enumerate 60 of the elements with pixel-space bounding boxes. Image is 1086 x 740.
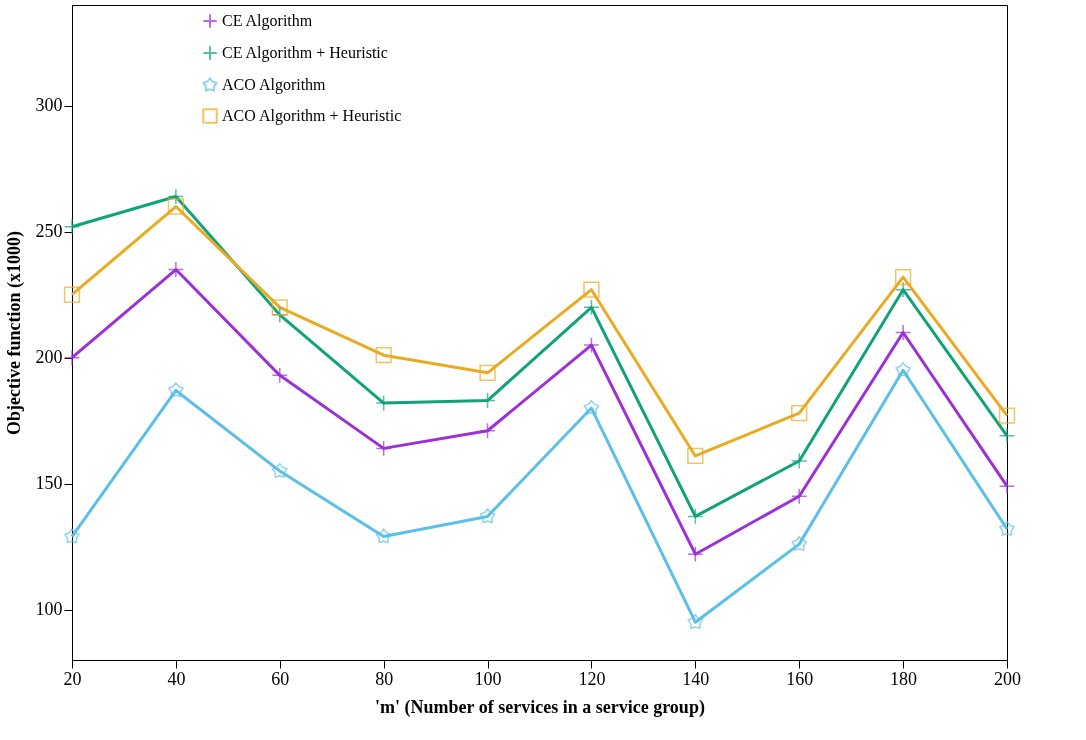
- y-tick-label: 300: [35, 95, 63, 116]
- point: [791, 488, 808, 505]
- point: [687, 546, 704, 563]
- point: [894, 268, 912, 286]
- x-tick-label: 20: [63, 668, 82, 689]
- point: [63, 286, 81, 303]
- x-tick-label: 200: [994, 668, 1021, 689]
- point: [479, 508, 496, 524]
- point: [999, 520, 1015, 536]
- point: [791, 404, 808, 422]
- point: [894, 324, 912, 341]
- y-tick-label: 250: [35, 221, 63, 242]
- point: [998, 427, 1016, 444]
- point: [894, 281, 912, 298]
- point: [687, 508, 704, 525]
- point: [479, 392, 496, 409]
- point: [791, 535, 808, 551]
- point: [687, 614, 704, 629]
- y-tick-label: 100: [35, 599, 63, 620]
- point: [479, 364, 496, 381]
- x-tick-label: 160: [786, 668, 814, 689]
- legend-label: CE Algorithm: [222, 12, 313, 30]
- legend-label: ACO Algorithm + Heuristic: [222, 107, 402, 125]
- point: [271, 462, 288, 478]
- point: [271, 367, 288, 384]
- x-tick-label: 180: [890, 668, 918, 689]
- point: [167, 188, 185, 205]
- point: [168, 382, 184, 398]
- point: [271, 306, 288, 324]
- x-tick-label: 120: [578, 668, 606, 689]
- point: [895, 362, 911, 378]
- point: [479, 422, 496, 439]
- point: [64, 528, 80, 544]
- point: [998, 478, 1016, 495]
- legend-label: CE Algorithm + Heuristic: [222, 44, 388, 62]
- point: [167, 261, 185, 278]
- x-tick-label: 40: [167, 668, 186, 689]
- point: [375, 528, 392, 544]
- point: [583, 299, 600, 316]
- x-tick-label: 100: [474, 668, 502, 689]
- y-tick-label: 150: [35, 473, 63, 494]
- x-tick-label: 140: [682, 668, 710, 689]
- point: [791, 452, 808, 470]
- x-tick-label: 80: [375, 668, 394, 689]
- x-axis-title: 'm' (Number of services in a service group): [375, 696, 705, 718]
- point: [583, 281, 600, 298]
- point: [271, 299, 288, 316]
- point: [998, 407, 1016, 424]
- point: [375, 347, 392, 364]
- point: [583, 336, 600, 354]
- point: [687, 447, 704, 465]
- point: [583, 399, 600, 415]
- y-tick-label: 200: [35, 347, 63, 368]
- point: [63, 349, 81, 366]
- point: [375, 440, 392, 457]
- point: [167, 198, 185, 215]
- point: [63, 218, 81, 235]
- legend-label: ACO Algorithm: [222, 76, 327, 94]
- y-axis-title: Objective function (x1000): [3, 231, 25, 435]
- x-tick-label: 60: [271, 668, 290, 689]
